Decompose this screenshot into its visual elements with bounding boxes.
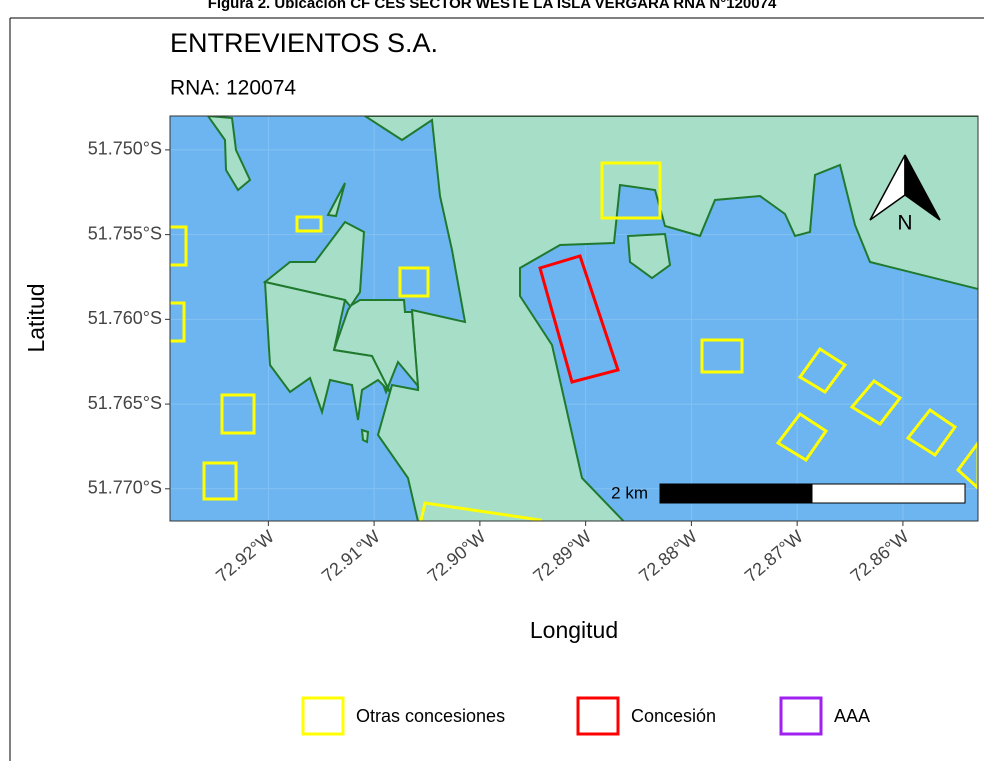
x-tick-label: 72.90°W (424, 526, 490, 586)
x-tick-label: 72.86°W (847, 526, 913, 586)
legend-swatch (576, 696, 620, 736)
y-axis-label: Latitud (23, 283, 49, 352)
x-tick-label: 72.88°W (635, 526, 701, 586)
north-label: N (897, 212, 912, 235)
y-tick-label: 51.765°S (88, 393, 162, 413)
map-panel: 2 km N (170, 116, 978, 521)
scale-label: 2 km (611, 483, 648, 502)
map-title: ENTREVIENTOS S.A. (170, 28, 438, 58)
legend-swatch (779, 696, 823, 736)
y-tick-label: 51.770°S (88, 478, 162, 498)
land (206, 116, 978, 521)
y-tick-label: 51.760°S (88, 308, 162, 328)
x-axis-label: Longitud (530, 617, 618, 643)
scale-bar-white (811, 483, 966, 504)
panel-border (169, 115, 979, 522)
legend-swatch (301, 696, 345, 736)
scale-bar-black (659, 483, 813, 504)
x-tick-label: 72.87°W (741, 526, 807, 586)
map-subtitle: RNA: 120074 (170, 77, 296, 100)
concession (538, 254, 620, 384)
legend-label: Otras concesiones (356, 706, 505, 726)
legend: Otras concesiones Concesión AAA (301, 696, 870, 736)
figure-caption: Figura 2. Ubicación CF CES SECTOR WESTE … (208, 0, 777, 12)
legend-label: Concesión (631, 706, 716, 726)
legend-label: AAA (834, 706, 870, 726)
y-tick-label: 51.755°S (88, 223, 162, 243)
y-tick-label: 51.750°S (88, 139, 162, 159)
x-tick-label: 72.92°W (212, 526, 278, 586)
x-tick-label: 72.89°W (529, 526, 595, 586)
x-tick-label: 72.91°W (318, 526, 384, 586)
other-concessions (170, 161, 978, 521)
north-arrow-right (904, 154, 941, 221)
